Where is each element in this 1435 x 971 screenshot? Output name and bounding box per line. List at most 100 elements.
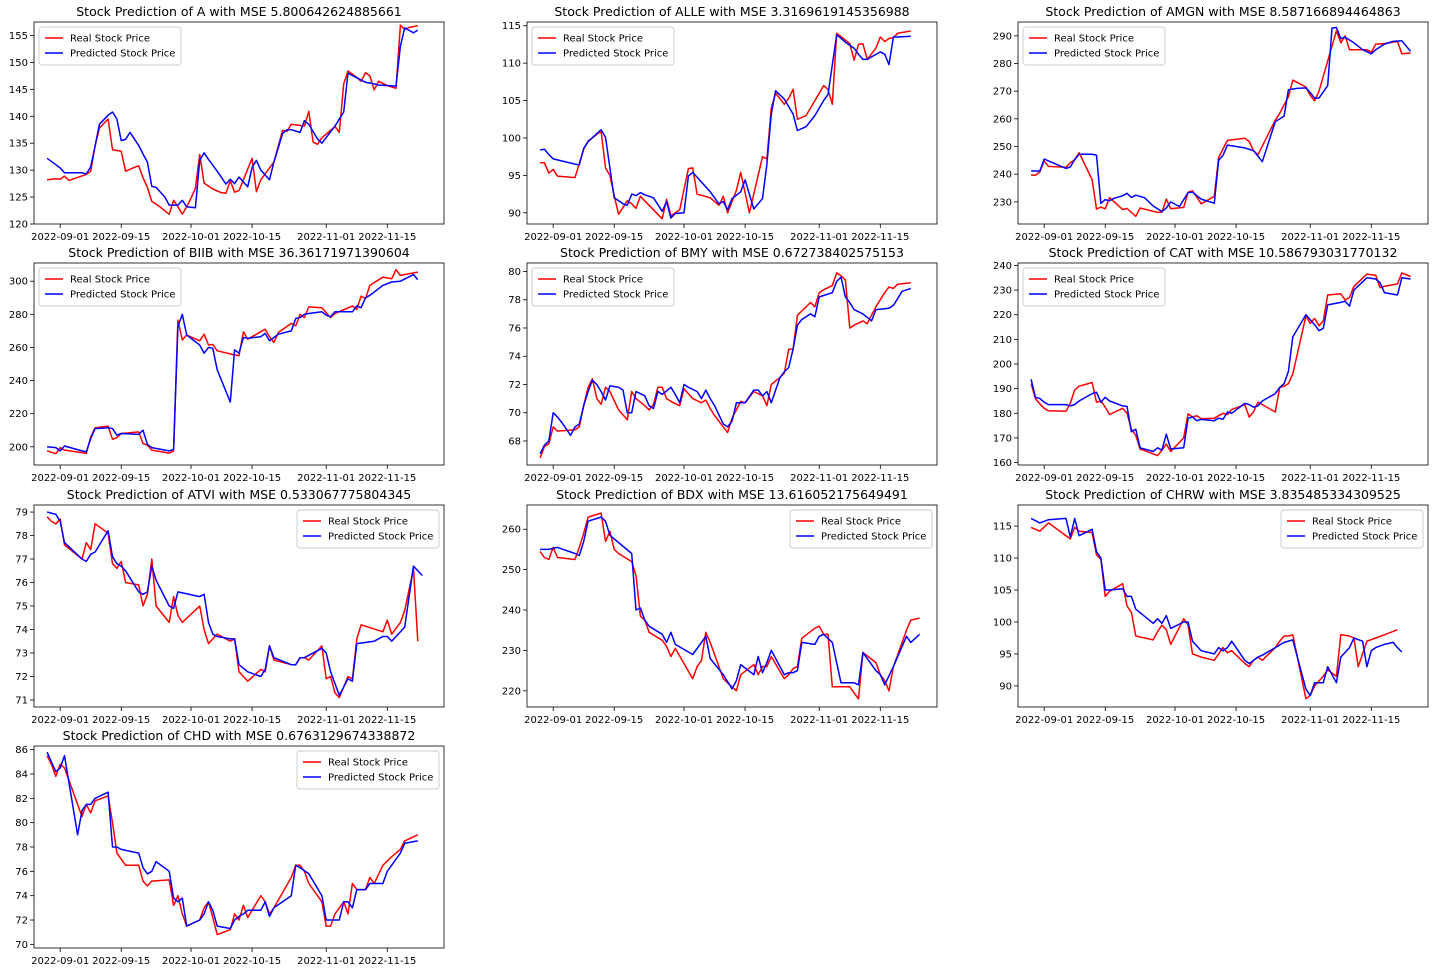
y-tick-label: 170 bbox=[993, 433, 1012, 444]
x-tick-label: 2022-10-15 bbox=[223, 956, 281, 967]
legend-label: Real Stock Price bbox=[821, 517, 901, 528]
x-tick-label: 2022-11-01 bbox=[297, 956, 355, 967]
legend-box bbox=[38, 267, 182, 307]
legend-box bbox=[1280, 509, 1424, 549]
legend-label: Predicted Stock Price bbox=[821, 532, 926, 543]
x-tick-label: 2022-10-01 bbox=[162, 715, 220, 726]
legend-label: Real Stock Price bbox=[1054, 34, 1134, 45]
y-tick-label: 76 bbox=[508, 323, 521, 334]
x-tick-label: 2022-09-01 bbox=[31, 715, 89, 726]
x-tick-label: 2022-10-15 bbox=[716, 715, 774, 726]
y-tick-label: 110 bbox=[502, 59, 521, 70]
x-tick-label: 2022-11-15 bbox=[358, 232, 416, 243]
y-tick-label: 150 bbox=[9, 58, 28, 69]
x-tick-label: 2022-09-15 bbox=[92, 473, 150, 484]
real-price-line bbox=[1030, 522, 1398, 700]
x-tick-label: 2022-10-01 bbox=[162, 956, 220, 967]
x-tick-label: 2022-09-01 bbox=[31, 232, 89, 243]
legend-box bbox=[296, 750, 440, 790]
y-tick-label: 74 bbox=[15, 625, 28, 636]
y-tick-label: 79 bbox=[15, 508, 28, 519]
y-tick-label: 72 bbox=[15, 672, 28, 683]
x-tick-label: 2022-10-01 bbox=[655, 232, 713, 243]
predicted-price-line bbox=[1031, 26, 1412, 213]
predicted-price-line bbox=[46, 27, 419, 209]
plot-frame bbox=[1017, 504, 1429, 708]
legend-label: Real Stock Price bbox=[328, 517, 408, 528]
predicted-price-line bbox=[46, 511, 423, 697]
y-tick-label: 240 bbox=[993, 170, 1012, 181]
x-tick-label: 2022-11-01 bbox=[297, 232, 355, 243]
legend-label: Real Stock Price bbox=[70, 34, 150, 45]
chart-panel-6: Stock Prediction of ATVI with MSE 0.5330… bbox=[15, 487, 445, 726]
x-tick-label: 2022-09-15 bbox=[92, 232, 150, 243]
x-tick-label: 2022-11-15 bbox=[851, 715, 909, 726]
plot-frame bbox=[33, 262, 445, 466]
legend: Real Stock Price Predicted Stock Price bbox=[531, 26, 675, 66]
x-tick-label: 2022-09-15 bbox=[92, 715, 150, 726]
plot-frame bbox=[33, 745, 445, 949]
x-tick-label: 2022-10-15 bbox=[223, 473, 281, 484]
y-tick-label: 260 bbox=[502, 525, 521, 536]
x-tick-label: 2022-10-15 bbox=[1207, 232, 1265, 243]
predicted-price-line bbox=[47, 273, 419, 453]
chart-title: Stock Prediction of CHD with MSE 0.67631… bbox=[63, 728, 416, 743]
y-tick-label: 250 bbox=[502, 565, 521, 576]
y-tick-label: 230 bbox=[993, 197, 1012, 208]
plot-frame bbox=[526, 262, 938, 466]
x-tick-label: 2022-10-15 bbox=[716, 473, 774, 484]
chart-panel-5: Stock Prediction of CAT with MSE 10.5867… bbox=[993, 245, 1429, 484]
chart-title: Stock Prediction of BDX with MSE 13.6160… bbox=[556, 487, 908, 502]
chart-title: Stock Prediction of ALLE with MSE 3.3169… bbox=[554, 4, 909, 19]
y-tick-label: 86 bbox=[15, 745, 28, 756]
x-tick-label: 2022-10-15 bbox=[223, 715, 281, 726]
x-tick-label: 2022-11-01 bbox=[1281, 473, 1339, 484]
x-tick-label: 2022-11-01 bbox=[1281, 715, 1339, 726]
x-tick-label: 2022-11-15 bbox=[1342, 715, 1400, 726]
y-tick-label: 220 bbox=[9, 409, 28, 420]
predicted-price-line bbox=[46, 751, 418, 930]
x-tick-label: 2022-09-15 bbox=[92, 956, 150, 967]
y-tick-label: 90 bbox=[999, 681, 1012, 692]
x-tick-label: 2022-10-01 bbox=[655, 473, 713, 484]
y-tick-label: 180 bbox=[993, 409, 1012, 420]
legend-label: Predicted Stock Price bbox=[70, 290, 175, 301]
y-tick-label: 71 bbox=[15, 695, 28, 706]
real-price-line bbox=[1030, 272, 1411, 457]
y-tick-label: 120 bbox=[9, 220, 28, 231]
predicted-price-line bbox=[540, 516, 921, 690]
legend: Real Stock Price Predicted Stock Price bbox=[789, 509, 933, 549]
real-price-line bbox=[46, 268, 418, 455]
chart-panel-3: Stock Prediction of BIIB with MSE 36.361… bbox=[9, 245, 445, 484]
x-tick-label: 2022-10-15 bbox=[716, 232, 774, 243]
x-tick-label: 2022-11-15 bbox=[358, 956, 416, 967]
chart-title: Stock Prediction of BMY with MSE 0.67273… bbox=[560, 245, 904, 260]
y-tick-label: 74 bbox=[508, 352, 521, 363]
chart-title: Stock Prediction of CHRW with MSE 3.8354… bbox=[1045, 487, 1401, 502]
y-tick-label: 78 bbox=[15, 531, 28, 542]
x-tick-label: 2022-09-01 bbox=[1015, 473, 1073, 484]
chart-panel-2: Stock Prediction of AMGN with MSE 8.5871… bbox=[993, 4, 1429, 243]
plot-frame bbox=[33, 504, 445, 708]
y-tick-label: 115 bbox=[502, 21, 521, 32]
chart-panel-7: Stock Prediction of BDX with MSE 13.6160… bbox=[502, 487, 938, 726]
y-tick-label: 240 bbox=[993, 261, 1012, 272]
legend: Real Stock Price Predicted Stock Price bbox=[1022, 26, 1166, 66]
plot-frame bbox=[526, 504, 938, 708]
y-tick-label: 78 bbox=[508, 295, 521, 306]
legend-label: Predicted Stock Price bbox=[1054, 290, 1159, 301]
plot-frame bbox=[526, 21, 938, 225]
x-tick-label: 2022-10-15 bbox=[1207, 715, 1265, 726]
y-tick-label: 220 bbox=[502, 686, 521, 697]
legend-label: Predicted Stock Price bbox=[563, 290, 668, 301]
y-tick-label: 190 bbox=[993, 384, 1012, 395]
y-tick-label: 140 bbox=[9, 112, 28, 123]
legend: Real Stock Price Predicted Stock Price bbox=[38, 26, 182, 66]
legend-label: Predicted Stock Price bbox=[328, 532, 433, 543]
x-tick-label: 2022-11-15 bbox=[1342, 473, 1400, 484]
y-tick-label: 125 bbox=[9, 193, 28, 204]
x-tick-label: 2022-11-15 bbox=[851, 473, 909, 484]
y-tick-label: 250 bbox=[993, 142, 1012, 153]
legend: Real Stock Price Predicted Stock Price bbox=[296, 750, 440, 790]
y-tick-label: 230 bbox=[502, 646, 521, 657]
